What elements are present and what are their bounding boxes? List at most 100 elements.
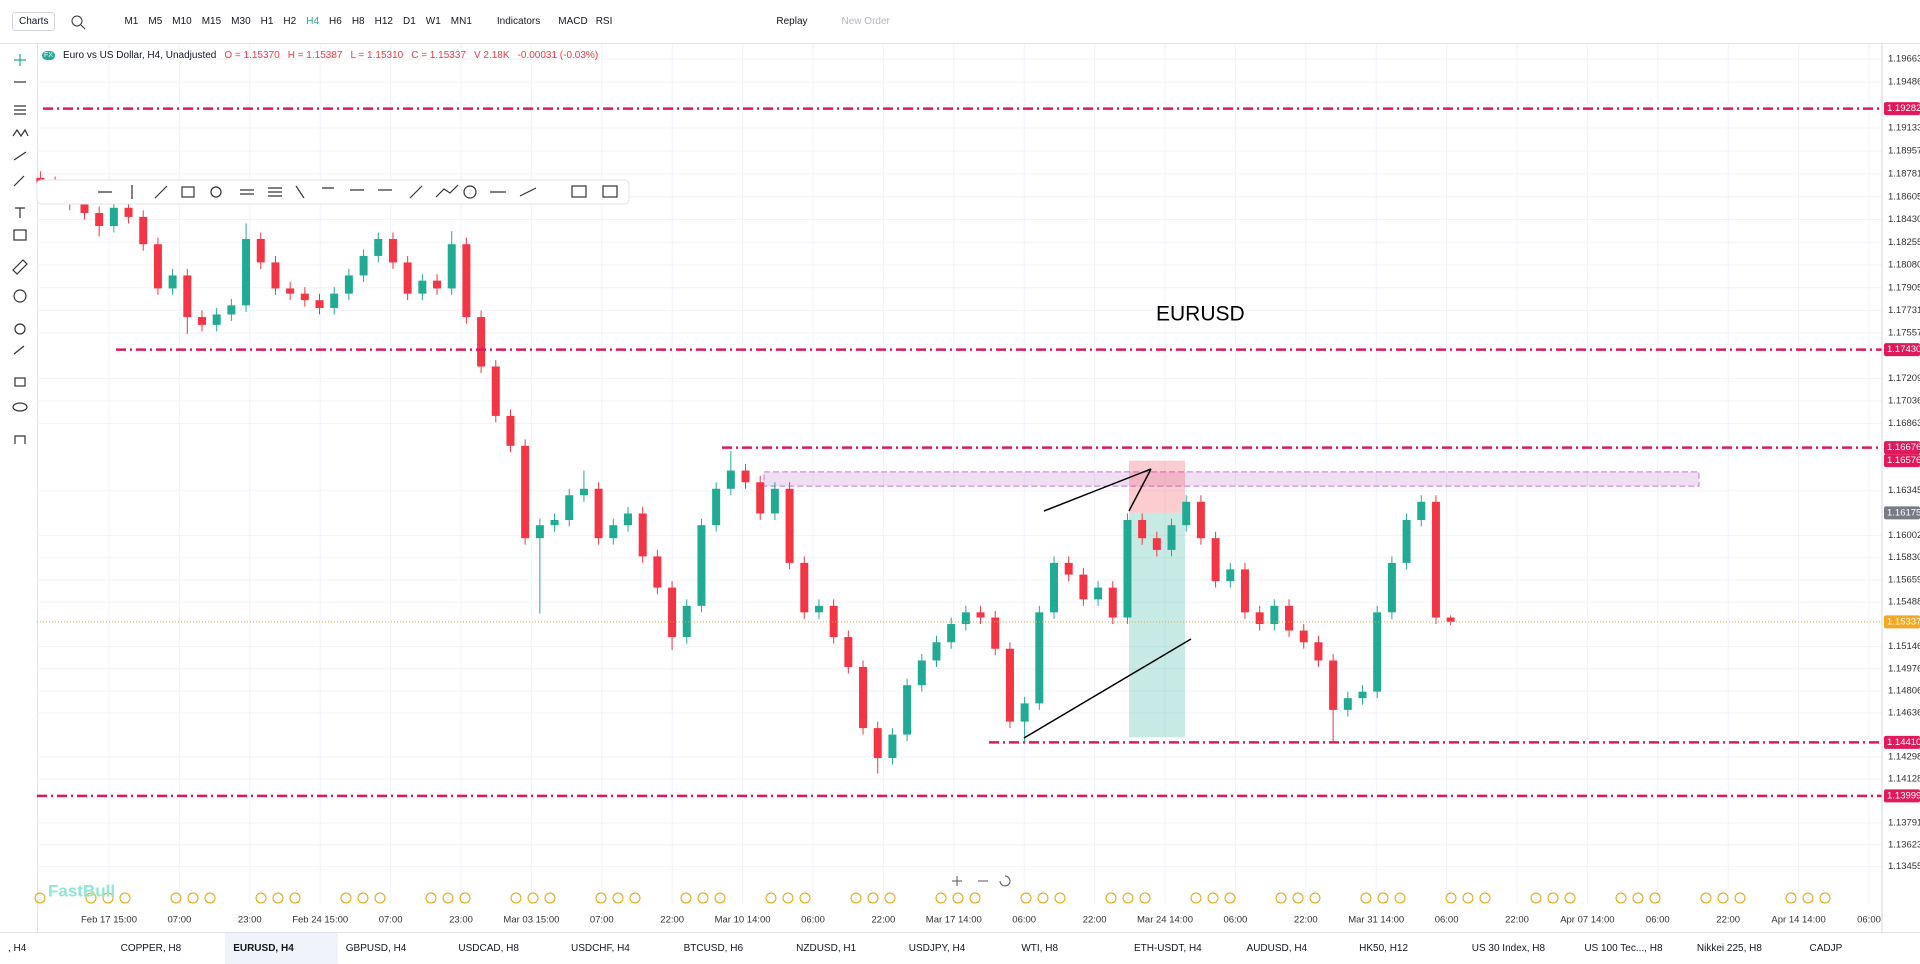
candle-body (800, 562, 809, 613)
symbol-tab[interactable]: WTI, H8 (1021, 942, 1059, 954)
candle-body (491, 366, 500, 416)
candle-body (1314, 642, 1323, 661)
timeframe-button[interactable]: H2 (283, 16, 297, 27)
new-order-button[interactable]: New Order (841, 16, 890, 27)
x-tick-label: Feb 17 15:00 (81, 915, 137, 926)
symbol-tab[interactable]: NZDUSD, H1 (796, 942, 857, 954)
charts-menu[interactable]: Charts (12, 12, 56, 31)
level-price-label: 1.17430 (1887, 344, 1920, 355)
level-price-box (1884, 102, 1920, 116)
candle-body (594, 488, 603, 539)
symbol-tab[interactable]: HK50, H12 (1359, 942, 1409, 954)
y-tick-label: 1.15146 (1888, 641, 1920, 652)
y-tick-label: 1.15830 (1888, 552, 1920, 563)
timeframe-button[interactable]: W1 (425, 16, 441, 27)
candle-body (1226, 569, 1235, 582)
candle-body (1182, 501, 1191, 526)
timeframe-button[interactable]: H6 (329, 16, 342, 27)
symbol-tab[interactable]: BTCUSD, H6 (683, 942, 744, 954)
candle-body (638, 513, 647, 557)
symbol-tab[interactable]: ETH-USDT, H4 (1133, 942, 1202, 954)
timeframe-button[interactable]: M1 (124, 16, 139, 27)
candle-body (653, 556, 662, 588)
ohlc-close: C = 1.15337 (411, 49, 466, 61)
x-tick-label: Mar 31 14:00 (1348, 915, 1404, 926)
symbol-tab[interactable]: US 30 Index, H8 (1471, 942, 1546, 954)
y-tick-label: 1.18255 (1888, 237, 1920, 248)
symbol-tab[interactable]: COPPER, H8 (120, 942, 182, 954)
timeframe-button[interactable]: D1 (402, 16, 416, 27)
candle-body (212, 314, 221, 325)
candle-body (917, 660, 926, 686)
x-tick-label: 06:00 (1435, 915, 1459, 926)
symbol-tab[interactable]: Nikkei 225, H8 (1696, 942, 1762, 954)
replay-button[interactable]: Replay (776, 16, 808, 27)
symbol-tab[interactable]: USDCAD, H8 (458, 942, 519, 954)
timeframe-button[interactable]: M15 (201, 16, 222, 27)
event-icon (1479, 892, 1491, 904)
candle-body (388, 239, 397, 263)
symbol-tab[interactable]: CADJP (1809, 942, 1843, 954)
event-icon (629, 892, 641, 904)
candle-body (1255, 612, 1264, 625)
candle-body (961, 612, 970, 625)
symbol-tab[interactable]: , H4 (8, 942, 27, 954)
timeframe-button[interactable]: H12 (374, 16, 393, 27)
y-tick-label: 1.13455 (1888, 861, 1920, 872)
symbol-tab[interactable]: GBPUSD, H4 (345, 942, 407, 954)
symbol-tab[interactable]: AUDUSD, H4 (1246, 942, 1308, 954)
ohlc-high: H = 1.15387 (287, 49, 343, 61)
y-tick-label: 1.14128 (1888, 774, 1920, 785)
candle-body (991, 617, 1000, 649)
timeframe-button[interactable]: M5 (148, 16, 163, 27)
y-tick-label: 1.15488 (1888, 597, 1920, 608)
candle-body (300, 293, 309, 301)
symbol-tab[interactable]: USDCHF, H4 (570, 942, 630, 954)
timeframe-button[interactable]: M10 (172, 16, 192, 27)
drawing-sidebar (0, 44, 38, 932)
symbol-tab[interactable]: USDJPY, H4 (908, 942, 966, 954)
symbol-tab[interactable]: US 100 Tec..., H8 (1584, 942, 1663, 954)
event-icon (1360, 892, 1372, 904)
x-tick-label: Mar 17 14:00 (926, 915, 982, 926)
timeframe-button[interactable]: M30 (231, 16, 251, 27)
y-tick-label: 1.14976 (1888, 663, 1920, 674)
event-icon (340, 892, 352, 904)
timeframe-button[interactable]: H4 (306, 16, 320, 27)
event-icon (1394, 892, 1406, 904)
event-icon (850, 892, 862, 904)
x-tick-label: 23:00 (449, 915, 473, 926)
candle-body (947, 624, 956, 643)
study[interactable]: MACD (558, 16, 588, 27)
indicators-button[interactable]: Indicators (496, 16, 541, 27)
symbol-tab[interactable]: EURUSD, H4 (225, 932, 338, 964)
level-price-label: 1.13999 (1887, 790, 1920, 801)
price-zone (763, 471, 1700, 487)
candle-body (1138, 519, 1147, 539)
candle-body (286, 288, 295, 294)
timeframe-button[interactable]: MN1 (450, 16, 472, 27)
chart: 1.19663 1.19486 1.19133 1.18957 1.18781 1.186… (34, 44, 1920, 932)
event-icon (680, 892, 692, 904)
candle-body (785, 488, 794, 563)
study[interactable]: RSI (595, 16, 613, 27)
candle-body (1446, 617, 1455, 622)
x-tick-label: Mar 10 14:00 (715, 915, 771, 926)
event-icon (1224, 892, 1236, 904)
level-price-label: 1.16676 (1887, 442, 1920, 453)
candle-body (462, 244, 471, 318)
timeframe-button[interactable]: H8 (351, 16, 365, 27)
event-icon (459, 892, 471, 904)
event-icon (1105, 892, 1117, 904)
candle-body (1431, 501, 1440, 618)
event-icon (510, 892, 522, 904)
candle-body (535, 525, 544, 539)
event-icon (289, 892, 301, 904)
x-tick-label: Feb 24 15:00 (292, 915, 348, 926)
timeframe-button[interactable]: H1 (260, 16, 274, 27)
candle-body (1285, 605, 1294, 631)
search-icon[interactable] (59, 12, 99, 32)
candle-body (1196, 501, 1205, 539)
ohlc-open: O = 1.15370 (224, 49, 280, 61)
y-tick-label: 1.19133 (1888, 123, 1920, 134)
